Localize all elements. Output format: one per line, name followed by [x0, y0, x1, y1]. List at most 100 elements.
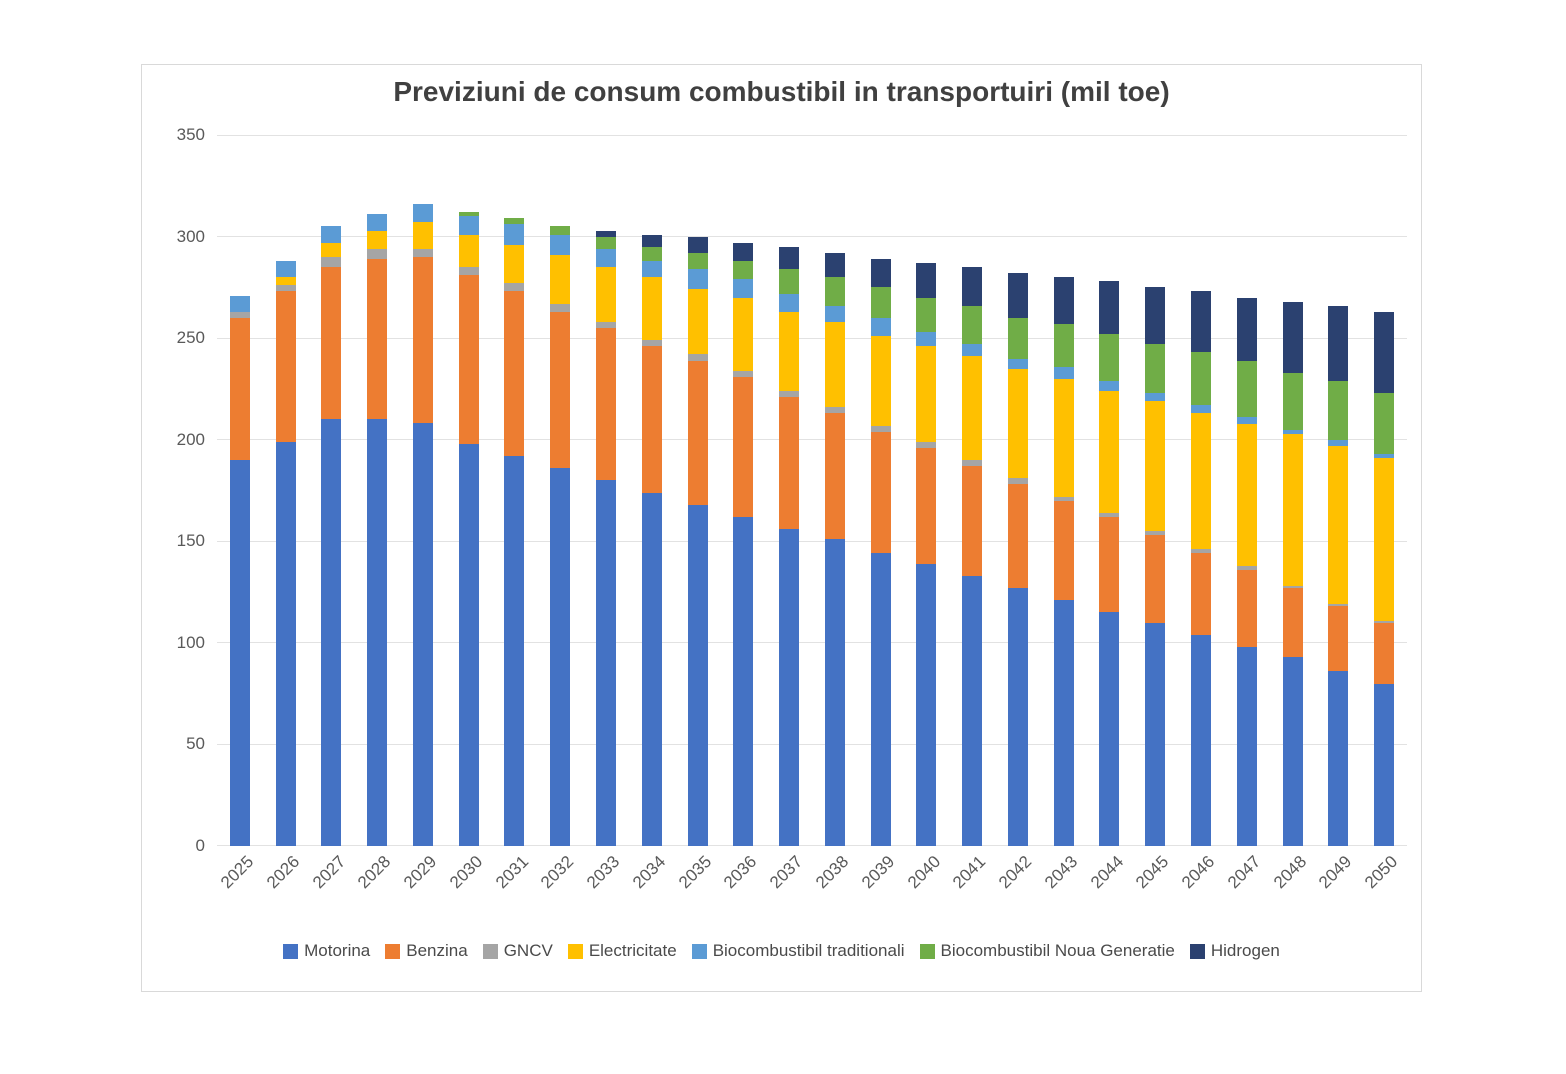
legend-swatch-biocombustibil-noua-generatie [919, 943, 935, 959]
bar-segment-electricitate-2037 [779, 311, 800, 391]
bar-segment-hidrogen-2036 [733, 242, 754, 262]
bar-column-2026 [263, 135, 309, 846]
x-axis-label-2043: 2043 [1040, 852, 1082, 893]
bar-segment-biocombustibil-traditionali-2030 [458, 216, 479, 235]
y-axis-label-350: 350 [176, 125, 205, 144]
bar-segment-biocombustibil-noua-generatie-2046 [1191, 352, 1212, 406]
gridline-50 [217, 743, 1407, 745]
bar-segment-biocombustibil-traditionali-2029 [412, 204, 433, 223]
bar-segment-biocombustibil-traditionali-2046 [1191, 405, 1212, 414]
bar-segment-biocombustibil-traditionali-2033 [596, 248, 617, 268]
bar-segment-biocombustibil-noua-generatie-2040 [916, 297, 937, 333]
bar-segment-biocombustibil-noua-generatie-2038 [824, 277, 845, 306]
bar-column-2042 [995, 135, 1041, 846]
bar-segment-biocombustibil-noua-generatie-2047 [1236, 360, 1257, 418]
bar-column-2038 [812, 135, 858, 846]
bar-segment-biocombustibil-noua-generatie-2043 [1053, 323, 1074, 367]
bar-segment-biocombustibil-traditionali-2027 [321, 226, 342, 243]
x-axis-label-2027: 2027 [308, 852, 349, 893]
bar-segment-gncv-2035 [687, 354, 708, 361]
bar-segment-motorina-2044 [1099, 612, 1120, 846]
bar-segment-motorina-2043 [1053, 600, 1074, 846]
bar-segment-motorina-2037 [779, 529, 800, 846]
bar-2032 [550, 226, 571, 846]
bar-segment-gncv-2042 [1007, 478, 1028, 485]
y-axis-label-300: 300 [176, 226, 205, 246]
bar-segment-electricitate-2036 [733, 297, 754, 371]
legend-item-gncv: GNCV [482, 941, 553, 961]
x-axis-label-2041: 2041 [949, 852, 990, 893]
bar-segment-benzina-2027 [321, 267, 342, 420]
legend-swatch-motorina [283, 943, 299, 959]
bar-segment-electricitate-2038 [824, 321, 845, 408]
bar-segment-gncv-2048 [1282, 586, 1303, 589]
bar-segment-benzina-2046 [1191, 553, 1212, 635]
x-axis-label-2034: 2034 [629, 852, 670, 893]
bar-segment-electricitate-2039 [870, 336, 891, 426]
bar-segment-biocombustibil-noua-generatie-2033 [596, 236, 617, 249]
bar-segment-hidrogen-2041 [962, 267, 983, 306]
bar-segment-biocombustibil-noua-generatie-2049 [1328, 380, 1349, 440]
bar-segment-benzina-2040 [916, 447, 937, 564]
bar-segment-hidrogen-2045 [1145, 287, 1166, 345]
bar-segment-hidrogen-2042 [1007, 273, 1028, 318]
bar-segment-electricitate-2028 [367, 230, 388, 249]
x-axis-label-2029: 2029 [400, 852, 441, 893]
gridline-150 [217, 540, 1407, 542]
bar-segment-electricitate-2049 [1328, 445, 1349, 605]
bar-segment-gncv-2030 [458, 267, 479, 276]
bar-column-2044 [1087, 135, 1133, 846]
x-axis-label-2036: 2036 [720, 852, 761, 893]
bar-segment-motorina-2033 [596, 480, 617, 846]
bar-column-2032 [537, 135, 583, 846]
bar-segment-gncv-2027 [321, 256, 342, 268]
bar-segment-gncv-2049 [1328, 604, 1349, 607]
bar-column-2029 [400, 135, 446, 846]
x-axis-label-2026: 2026 [262, 852, 304, 893]
bar-segment-gncv-2040 [916, 441, 937, 448]
bar-column-2041 [949, 135, 995, 846]
bar-2028 [367, 214, 388, 846]
bar-column-2039 [858, 135, 904, 846]
bar-2049 [1328, 305, 1349, 846]
bar-segment-benzina-2025 [229, 317, 250, 461]
x-axis-label-2031: 2031 [491, 852, 532, 893]
bar-segment-biocombustibil-traditionali-2047 [1236, 417, 1257, 424]
gridline-300 [217, 236, 1407, 238]
bar-2037 [779, 246, 800, 846]
x-axis-label-2046: 2046 [1178, 852, 1219, 893]
bar-segment-benzina-2031 [504, 291, 525, 456]
bar-segment-motorina-2039 [870, 553, 891, 846]
bar-segment-electricitate-2032 [550, 254, 571, 304]
gridline-250 [217, 337, 1407, 339]
bar-segment-hidrogen-2047 [1236, 297, 1257, 361]
bar-segment-motorina-2049 [1328, 671, 1349, 846]
legend-item-hidrogen: Hidrogen [1189, 941, 1280, 961]
bar-segment-motorina-2045 [1145, 622, 1166, 846]
legend-swatch-hidrogen [1189, 943, 1205, 959]
x-axis-label-2047: 2047 [1224, 852, 1265, 893]
bar-segment-gncv-2025 [229, 311, 250, 318]
y-axis-label-250: 250 [176, 328, 205, 348]
bar-segment-benzina-2029 [412, 256, 433, 424]
bar-column-2028 [354, 135, 400, 846]
bar-2031 [504, 218, 525, 846]
bar-segment-hidrogen-2038 [824, 252, 845, 278]
bar-segment-biocombustibil-noua-generatie-2037 [779, 269, 800, 294]
bar-segment-gncv-2029 [412, 248, 433, 257]
bar-segment-gncv-2041 [962, 460, 983, 467]
bar-segment-benzina-2026 [275, 291, 296, 442]
bar-segment-gncv-2032 [550, 303, 571, 312]
x-axis-label-2045: 2045 [1132, 852, 1173, 893]
bar-segment-biocombustibil-traditionali-2025 [229, 295, 250, 312]
gridline-0 [217, 845, 1407, 846]
legend-item-benzina: Benzina [385, 941, 468, 961]
bar-segment-hidrogen-2034 [641, 234, 662, 247]
y-axis-label-0: 0 [195, 836, 205, 855]
bar-segment-electricitate-2050 [1374, 458, 1395, 621]
bar-2036 [733, 242, 754, 846]
bar-segment-motorina-2034 [641, 492, 662, 846]
bar-2030 [458, 212, 479, 846]
legend-label-electricitate: Electricitate [588, 941, 677, 960]
bar-column-2031 [492, 135, 538, 846]
